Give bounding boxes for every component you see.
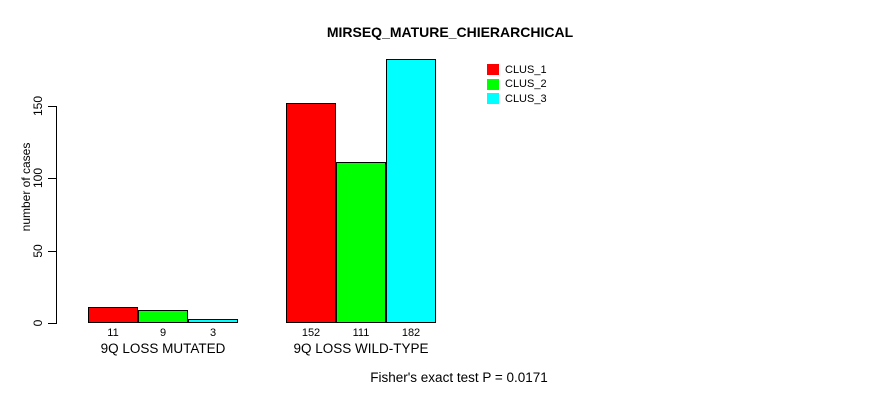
- chart-title: MIRSEQ_MATURE_CHIERARCHICAL: [326, 24, 574, 40]
- y-tick-label: 100: [31, 167, 45, 189]
- y-tick-label: 0: [31, 319, 45, 327]
- bar-value-label: 152: [301, 327, 321, 339]
- bar-value-label: 111: [352, 327, 370, 339]
- category-label: 9Q LOSS WILD-TYPE: [293, 341, 429, 356]
- y-axis-tick: [48, 250, 57, 252]
- bar-value-label: 182: [401, 327, 421, 339]
- y-tick-label: 50: [31, 243, 45, 258]
- y-axis-line: [56, 105, 57, 324]
- y-axis-tick: [48, 178, 57, 179]
- bar-clus_3-1: [386, 59, 436, 323]
- legend-label: CLUS_2: [505, 78, 547, 91]
- legend-label: CLUS_1: [505, 63, 547, 76]
- legend-label: CLUS_3: [505, 92, 547, 105]
- legend-item-clus-3: CLUS_3: [487, 93, 547, 105]
- annotation-fisher-test: Fisher's exact test P = 0.0171: [370, 370, 548, 385]
- bar-value-label: 3: [209, 327, 217, 339]
- category-label: 9Q LOSS MUTATED: [100, 341, 226, 356]
- y-axis-tick: [48, 105, 57, 107]
- legend-swatch-cyan: [487, 93, 499, 105]
- y-tick-label: 150: [31, 95, 45, 116]
- bar-clus_2-1: [336, 162, 386, 323]
- bar-clus_1-1: [286, 102, 336, 323]
- legend-swatch-red: [487, 64, 499, 76]
- legend-item-clus-1: CLUS_1: [487, 64, 547, 76]
- bar-clus_1-0: [88, 307, 138, 323]
- bar-clus_3-0: [188, 318, 238, 323]
- legend-swatch-green: [487, 78, 499, 90]
- legend-item-clus-2: CLUS_2: [487, 78, 547, 91]
- bar-clus_2-0: [138, 309, 188, 323]
- legend: CLUS_1 CLUS_2 CLUS_3: [487, 64, 547, 105]
- bar-value-label: 9: [159, 327, 167, 339]
- bar-value-label: 11: [107, 327, 119, 339]
- y-axis-tick: [48, 323, 57, 324]
